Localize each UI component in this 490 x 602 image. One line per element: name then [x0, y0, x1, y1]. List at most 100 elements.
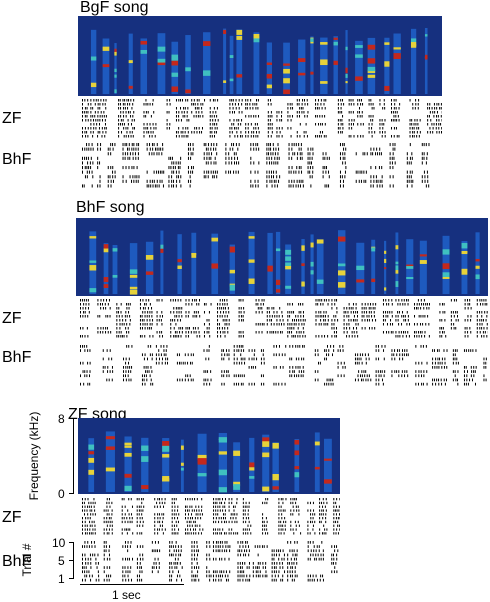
spike	[190, 498, 191, 500]
spike	[142, 570, 143, 573]
spike	[122, 545, 123, 548]
spike	[297, 131, 298, 134]
spike	[405, 319, 406, 322]
spike	[128, 374, 129, 377]
spike	[175, 166, 176, 169]
spike	[145, 99, 146, 102]
spike	[131, 107, 132, 110]
spike	[97, 157, 98, 160]
spike	[224, 549, 225, 552]
spike	[393, 152, 394, 155]
spike	[238, 103, 239, 106]
spike	[154, 517, 155, 519]
spike	[296, 528, 297, 530]
spike	[243, 331, 244, 334]
spike	[83, 311, 84, 314]
spike	[115, 171, 116, 174]
harmonic-band	[171, 86, 178, 91]
spike	[85, 115, 86, 118]
syllable	[262, 435, 269, 492]
spike	[455, 353, 456, 356]
spike	[88, 299, 89, 302]
spike	[85, 119, 86, 122]
spike	[217, 107, 218, 110]
spike	[356, 171, 357, 174]
spike	[186, 299, 187, 302]
spike	[156, 353, 157, 356]
spike	[376, 358, 377, 361]
spike	[411, 123, 412, 126]
trial-row	[82, 506, 340, 508]
spike	[129, 513, 130, 515]
spike	[324, 166, 325, 169]
spike	[349, 135, 350, 138]
spike	[176, 171, 177, 174]
spike	[209, 311, 210, 314]
spike	[132, 119, 133, 122]
spike	[128, 99, 129, 102]
spike	[83, 370, 84, 373]
spike	[199, 127, 200, 130]
harmonic-band	[162, 476, 169, 481]
syllable	[162, 438, 169, 492]
spike	[277, 331, 278, 334]
spike	[211, 143, 212, 146]
harmonic-band	[425, 34, 428, 36]
spike	[320, 131, 321, 134]
spike	[290, 107, 291, 110]
spike	[97, 299, 98, 302]
spike	[247, 107, 248, 110]
syllable	[181, 440, 184, 492]
spike	[299, 135, 300, 138]
spike	[213, 498, 214, 500]
spike	[373, 307, 374, 310]
spike	[91, 509, 92, 511]
spike	[199, 315, 200, 318]
trial-row	[82, 107, 442, 110]
spike	[324, 335, 325, 338]
spike	[172, 502, 173, 504]
spike	[279, 175, 280, 178]
spike	[333, 554, 334, 557]
syllable	[141, 438, 148, 492]
spike	[470, 331, 471, 334]
spike	[179, 379, 180, 382]
spike	[82, 566, 83, 569]
spike	[370, 303, 371, 306]
trial-row	[82, 509, 340, 511]
spike	[143, 498, 144, 500]
spike	[279, 345, 280, 348]
spike	[344, 323, 345, 326]
spike	[180, 99, 181, 102]
spike	[316, 558, 317, 561]
spike	[275, 331, 276, 334]
spike	[184, 135, 185, 138]
spike	[276, 131, 277, 134]
spike	[427, 315, 428, 318]
harmonic-band	[462, 269, 468, 275]
spike	[422, 331, 423, 334]
spike	[402, 349, 403, 352]
spike	[483, 358, 484, 361]
spike	[87, 498, 88, 500]
spike	[279, 307, 280, 310]
spike	[295, 575, 296, 578]
spike	[369, 131, 370, 134]
spike	[411, 119, 412, 122]
harmonic-band	[140, 50, 147, 54]
spike	[226, 570, 227, 573]
spike	[466, 383, 467, 386]
spike	[387, 323, 388, 326]
trial-row	[80, 303, 488, 306]
spike	[378, 358, 379, 361]
spike	[318, 99, 319, 102]
harmonic-band	[338, 282, 345, 288]
spike	[129, 358, 130, 361]
spike	[242, 566, 243, 569]
spike	[146, 299, 147, 302]
spike	[304, 131, 305, 134]
spike	[334, 319, 335, 322]
harmonic-band	[88, 445, 94, 450]
spike	[300, 184, 301, 187]
harmonic-band	[425, 55, 428, 60]
